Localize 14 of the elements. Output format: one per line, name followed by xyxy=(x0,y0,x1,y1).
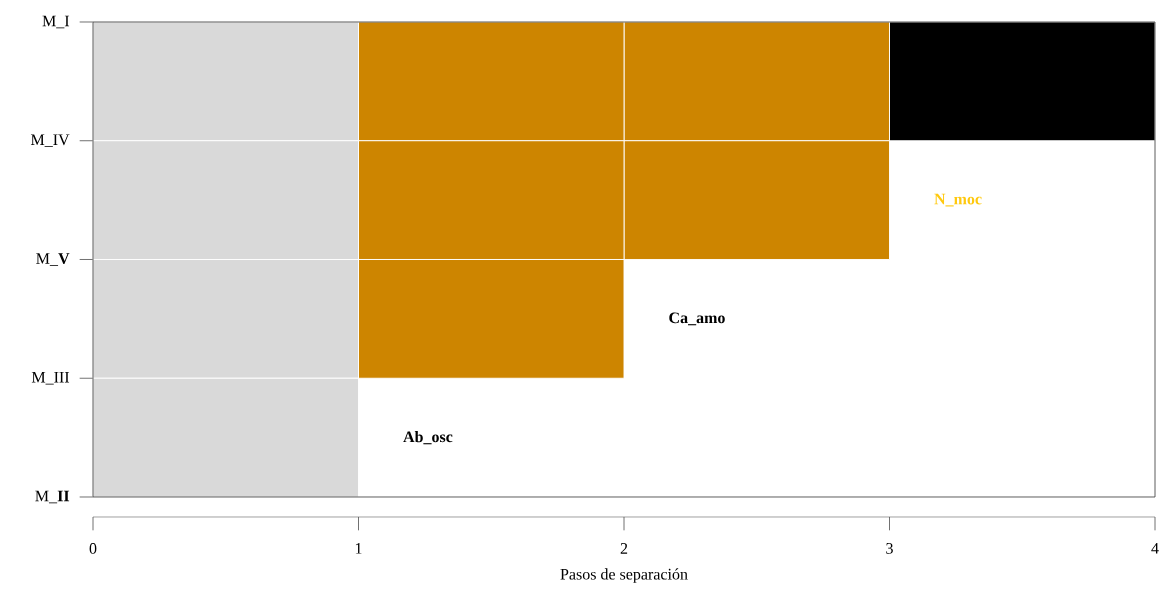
y-tick-label: M_V xyxy=(36,253,70,266)
y-tick-label: M_IV xyxy=(30,134,70,148)
x-tick-label: 3 xyxy=(886,543,893,554)
x-tick-label: 4 xyxy=(1151,543,1159,554)
annotation: Ca_amo xyxy=(669,312,725,326)
x-tick-label: 1 xyxy=(355,543,362,554)
x-axis-title: Pasos de separación xyxy=(560,568,688,583)
y-tick-label: M_I xyxy=(42,15,70,29)
x-tick-label: 0 xyxy=(89,543,97,554)
y-tick-label: M_II xyxy=(35,490,70,504)
annotation: Ab_osc xyxy=(403,430,453,445)
x-tick-label: 2 xyxy=(620,543,628,554)
annotation: N_moc xyxy=(934,193,982,207)
y-tick-label: M_III xyxy=(31,371,70,385)
